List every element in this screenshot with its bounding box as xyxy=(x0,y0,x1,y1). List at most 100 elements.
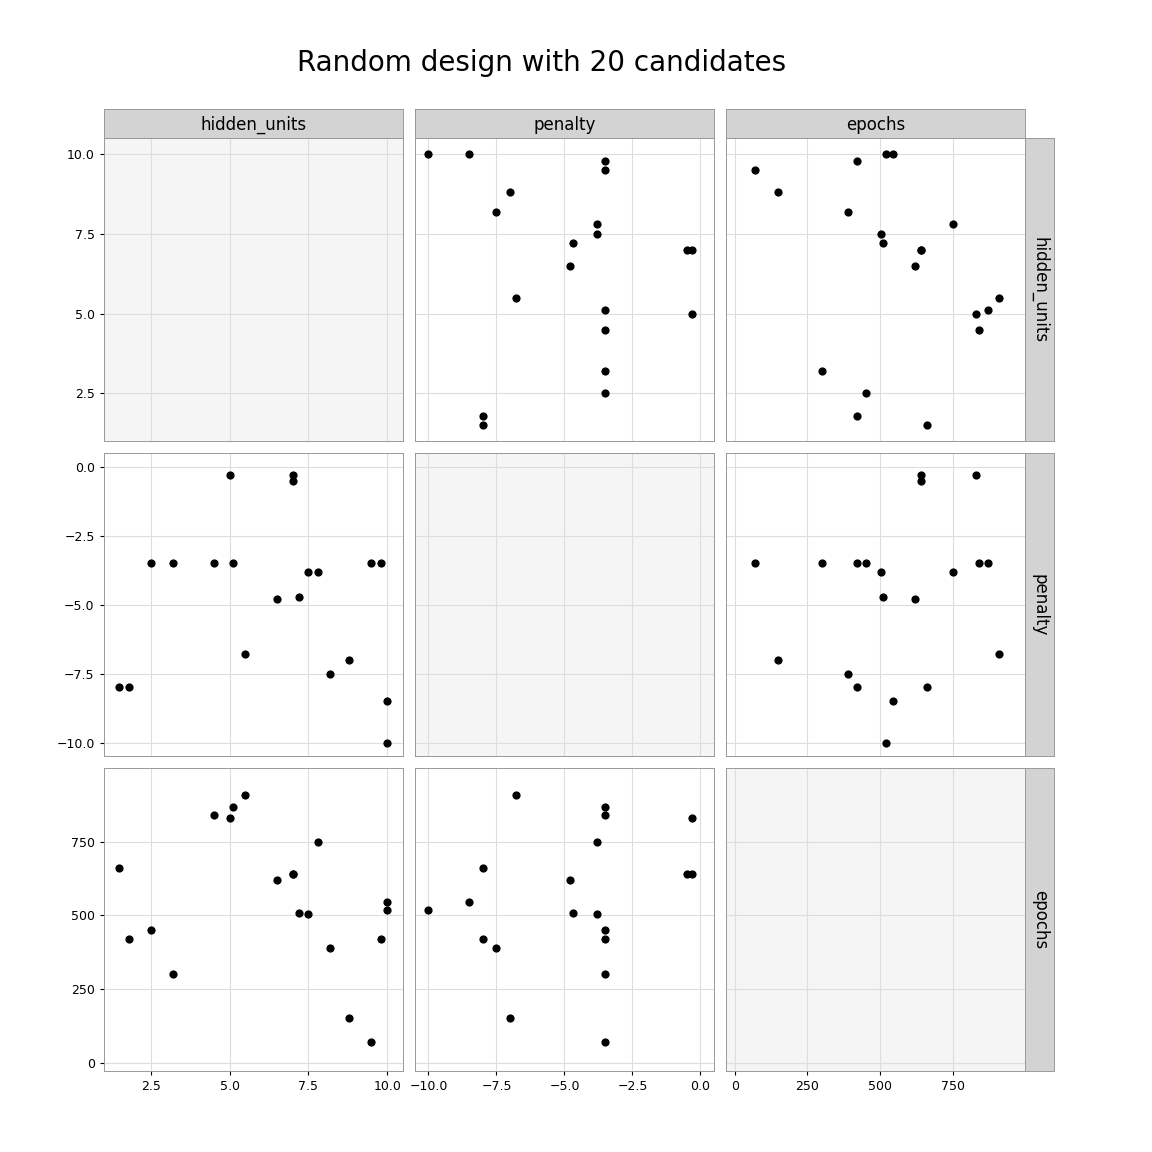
Point xyxy=(873,234,892,252)
Point xyxy=(321,939,340,957)
Point xyxy=(223,554,242,573)
Point xyxy=(164,965,182,984)
Point xyxy=(309,562,327,581)
Point xyxy=(473,859,492,878)
Point xyxy=(839,203,857,221)
Point xyxy=(487,203,506,221)
Point xyxy=(120,679,138,697)
Point xyxy=(283,467,302,485)
Point xyxy=(290,588,309,606)
Point xyxy=(142,554,160,573)
Point xyxy=(205,806,223,825)
Point xyxy=(205,554,223,573)
Point xyxy=(378,692,396,711)
Point xyxy=(460,145,478,164)
Point xyxy=(911,467,930,485)
Point xyxy=(848,407,866,425)
Point xyxy=(283,865,302,884)
Point xyxy=(848,679,866,697)
Point xyxy=(812,362,831,380)
Point xyxy=(460,893,478,911)
Point xyxy=(856,554,874,573)
Point xyxy=(120,930,138,948)
Point xyxy=(340,651,358,669)
Text: penalty: penalty xyxy=(533,116,596,135)
Point xyxy=(563,903,582,922)
Point xyxy=(111,859,129,878)
Point xyxy=(419,901,438,919)
Text: epochs: epochs xyxy=(1031,890,1048,949)
Point xyxy=(970,320,988,339)
Point xyxy=(300,904,318,923)
Point xyxy=(978,554,996,573)
Point xyxy=(283,471,302,490)
Point xyxy=(839,665,857,683)
Point xyxy=(745,161,764,180)
Point xyxy=(596,320,614,339)
Point xyxy=(683,241,702,259)
Point xyxy=(770,183,788,202)
Point xyxy=(501,1009,520,1028)
Point xyxy=(283,865,302,884)
Point xyxy=(236,645,255,664)
Point xyxy=(812,554,831,573)
Point xyxy=(873,588,892,606)
Point xyxy=(300,562,318,581)
Point xyxy=(596,301,614,319)
Point xyxy=(142,920,160,939)
Point xyxy=(872,225,890,243)
Point xyxy=(309,833,327,851)
Point xyxy=(223,797,242,816)
Point xyxy=(917,416,935,434)
Point xyxy=(506,786,524,804)
Point xyxy=(848,554,866,573)
Point xyxy=(111,679,129,697)
Point xyxy=(967,304,985,323)
Point xyxy=(321,665,340,683)
Point xyxy=(911,241,930,259)
Point xyxy=(487,939,506,957)
Point xyxy=(905,257,924,275)
Point xyxy=(220,809,238,827)
Point xyxy=(362,1032,380,1051)
Point xyxy=(967,467,985,485)
Point xyxy=(978,301,996,319)
Point xyxy=(596,920,614,939)
Point xyxy=(677,865,696,884)
Point xyxy=(501,183,520,202)
Point xyxy=(236,786,255,804)
Point xyxy=(911,471,930,490)
Point xyxy=(848,151,866,169)
Point xyxy=(911,241,930,259)
Point xyxy=(473,407,492,425)
Point xyxy=(683,865,702,884)
Point xyxy=(905,590,924,608)
Point xyxy=(473,416,492,434)
Point xyxy=(588,904,606,923)
Point xyxy=(362,554,380,573)
Point xyxy=(290,903,309,922)
Point xyxy=(588,215,606,234)
Text: hidden_units: hidden_units xyxy=(1031,236,1048,343)
Point xyxy=(596,806,614,825)
Text: hidden_units: hidden_units xyxy=(200,116,306,135)
Point xyxy=(588,225,606,243)
Point xyxy=(378,893,396,911)
Point xyxy=(990,645,1008,664)
Point xyxy=(990,288,1008,306)
Point xyxy=(770,651,788,669)
Point xyxy=(588,833,606,851)
Point xyxy=(378,901,396,919)
Point xyxy=(943,562,962,581)
Point xyxy=(340,1009,358,1028)
Point xyxy=(596,384,614,402)
Point xyxy=(267,590,286,608)
Point xyxy=(970,554,988,573)
Point xyxy=(683,304,702,323)
Point xyxy=(372,930,391,948)
Point xyxy=(506,288,524,306)
Text: Random design with 20 candidates: Random design with 20 candidates xyxy=(297,50,786,77)
Point xyxy=(745,554,764,573)
Point xyxy=(596,965,614,984)
Point xyxy=(596,161,614,180)
